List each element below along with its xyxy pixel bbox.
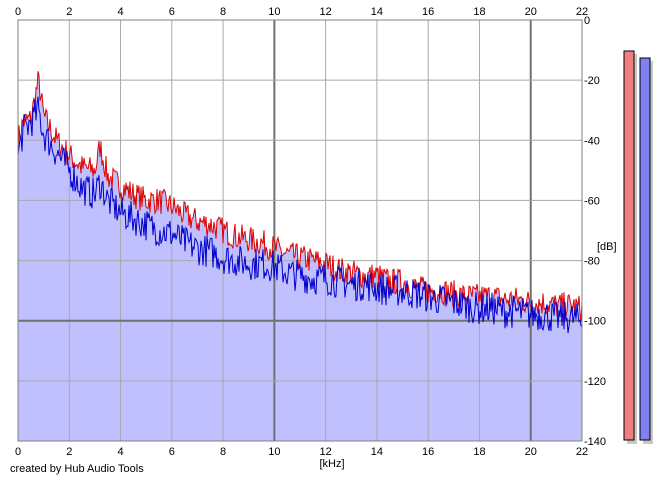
x-tick-label-bottom: 22	[576, 446, 588, 458]
x-tick-label-bottom: 8	[220, 446, 226, 458]
x-tick-label-top: 22	[576, 6, 588, 18]
level-meters	[623, 50, 653, 444]
y-tick-label: 0	[584, 15, 590, 27]
x-tick-label-bottom: 18	[473, 446, 485, 458]
x-tick-label-top: 16	[422, 6, 434, 18]
x-tick-label-top: 8	[220, 6, 226, 18]
level-meter-right	[639, 57, 651, 441]
x-tick-label-bottom: 10	[268, 446, 280, 458]
level-meter-left	[623, 50, 635, 441]
x-tick-label-bottom: 6	[169, 446, 175, 458]
credit-text: created by Hub Audio Tools	[10, 463, 144, 475]
x-tick-label-bottom: 4	[117, 446, 123, 458]
x-ticks-bottom: 0 2 4 6 8 10 12 14 16 18 20 22	[15, 446, 588, 458]
x-ticks-top: 0 2 4 6 8 10 12 14 16 18 20 22	[15, 6, 588, 18]
plot-frame	[17, 19, 583, 442]
y-ticks-right: 0 -20 -40 -60 -80 -100 -120 -140	[584, 15, 606, 448]
x-tick-label-top: 0	[15, 6, 21, 18]
x-tick-label-top: 10	[268, 6, 280, 18]
y-tick-label: -60	[584, 195, 600, 207]
fill-layer	[18, 71, 582, 442]
y-tick-label: -100	[584, 316, 606, 328]
x-tick-label-top: 2	[66, 6, 72, 18]
series-line-blue	[17, 96, 583, 334]
x-tick-label-top: 6	[169, 6, 175, 18]
y-axis-label: [dB]	[597, 241, 617, 253]
y-tick-label: -140	[584, 436, 606, 448]
x-tick-label-bottom: 12	[320, 446, 332, 458]
x-tick-label-bottom: 2	[66, 446, 72, 458]
y-tick-label: -40	[584, 135, 600, 147]
series-layer	[17, 71, 583, 334]
x-tick-label-bottom: 16	[422, 446, 434, 458]
y-tick-label: -20	[584, 75, 600, 87]
x-tick-label-top: 18	[473, 6, 485, 18]
spectrum-fill	[18, 71, 582, 442]
x-tick-label-bottom: 0	[15, 446, 21, 458]
x-tick-label-top: 14	[371, 6, 383, 18]
x-tick-label-bottom: 14	[371, 446, 383, 458]
x-tick-label-top: 20	[525, 6, 537, 18]
x-tick-label-top: 4	[117, 6, 123, 18]
x-tick-label-top: 12	[320, 6, 332, 18]
y-tick-label: -80	[584, 256, 600, 268]
y-tick-label: -120	[584, 376, 606, 388]
x-tick-label-bottom: 20	[525, 446, 537, 458]
x-axis-label: [kHz]	[319, 458, 344, 470]
